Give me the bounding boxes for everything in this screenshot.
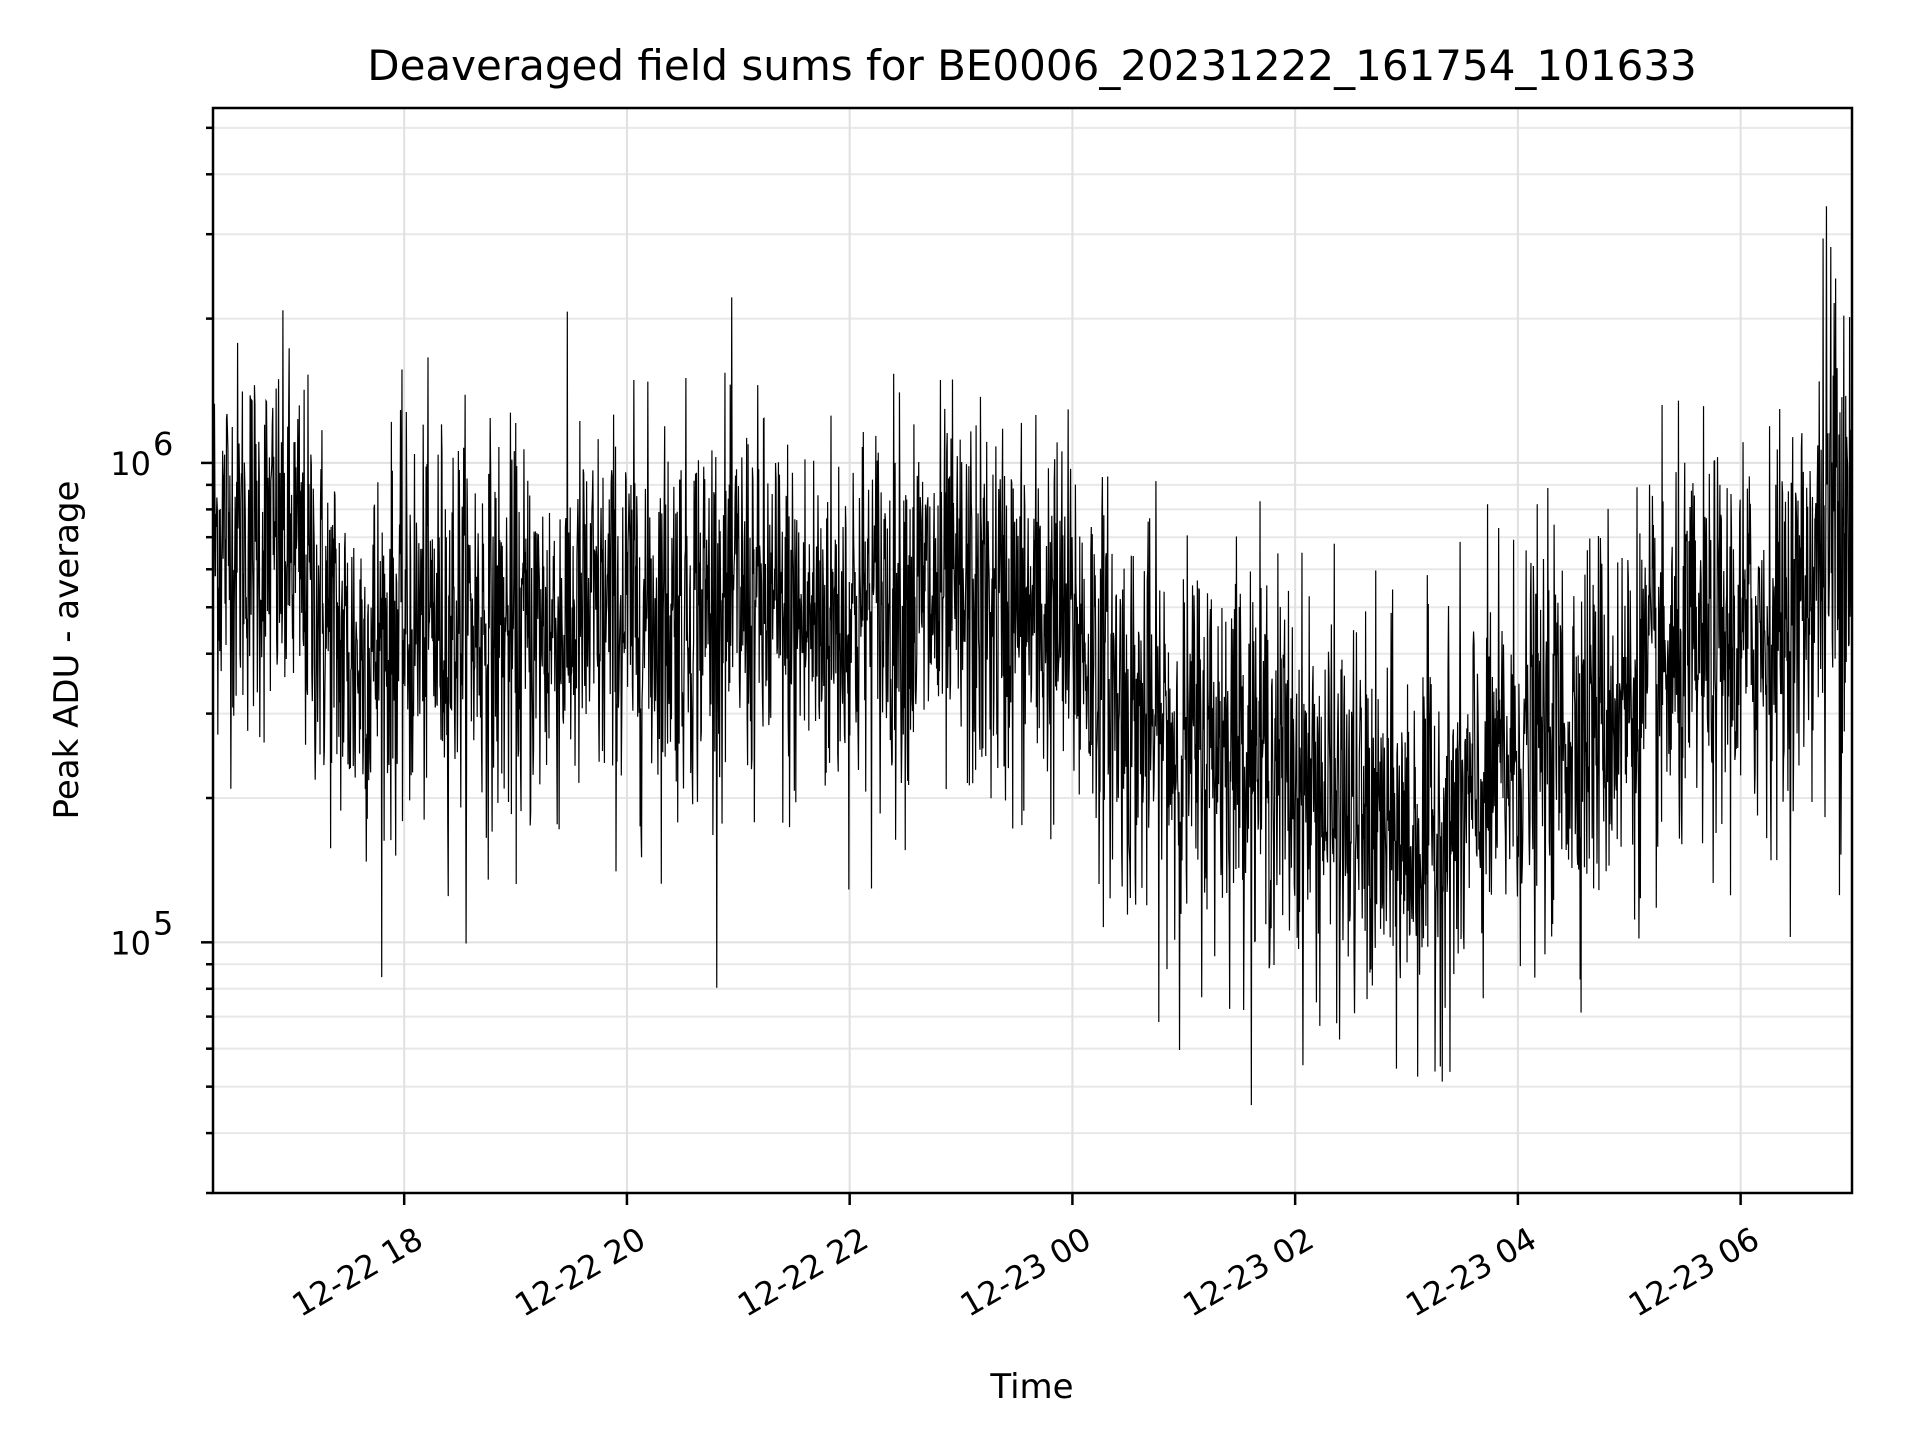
x-tick-label: 12-22 22: [731, 1220, 875, 1325]
y-tick-label-exponent: 5: [153, 904, 173, 942]
series-line: [212, 206, 1853, 1106]
chart-title: Deaveraged field sums for BE0006_2023122…: [367, 41, 1697, 90]
y-tick-label-exponent: 6: [153, 425, 173, 463]
x-tick-label: 12-23 02: [1177, 1220, 1321, 1325]
x-tick-label: 12-23 04: [1399, 1220, 1543, 1325]
plot-frame: [211, 106, 1854, 1195]
x-tick-label: 12-22 18: [286, 1220, 430, 1325]
x-axis: 12-22 18 12-22 20 12-22 22 12-23 00 12-23 02…: [286, 1193, 1766, 1324]
x-tick-label: 12-22 20: [508, 1220, 652, 1325]
x-axis-label: Time: [989, 1367, 1073, 1407]
y-tick-label: 10: [110, 924, 151, 962]
gridlines: [213, 108, 1852, 1194]
x-tick-label: 12-23 06: [1622, 1220, 1766, 1325]
y-axis-label: Peak ADU - average: [47, 481, 87, 820]
data-series: [212, 206, 1853, 1106]
y-tick-label: 10: [110, 445, 151, 483]
x-tick-label: 12-23 00: [954, 1220, 1098, 1325]
